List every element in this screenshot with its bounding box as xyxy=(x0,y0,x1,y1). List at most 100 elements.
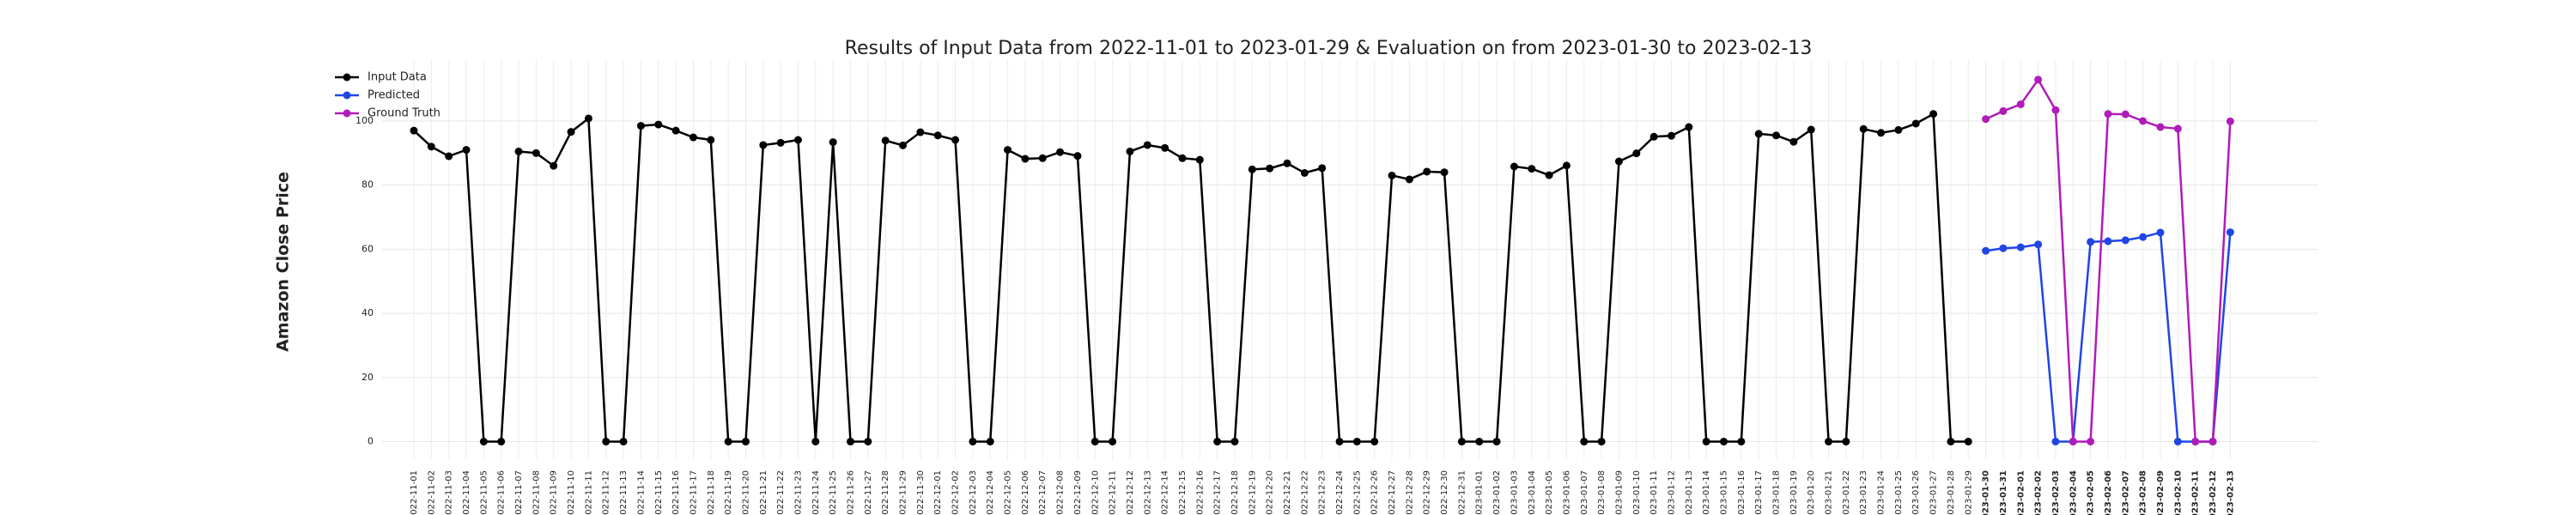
x-tick-label: 2023-01-20 xyxy=(1807,470,1816,515)
data-point xyxy=(1580,437,1589,445)
x-tick-label: 2022-11-25 xyxy=(829,470,838,515)
data-point xyxy=(689,133,697,142)
x-tick-label: 2022-12-26 xyxy=(1370,470,1380,515)
data-point xyxy=(1457,437,1466,445)
data-point xyxy=(1528,165,1536,173)
y-tick-label: 20 xyxy=(361,372,374,383)
data-point xyxy=(793,136,802,144)
data-point xyxy=(759,141,768,149)
legend-marker xyxy=(343,109,351,118)
data-point xyxy=(1807,125,1815,134)
data-point xyxy=(1126,147,1134,155)
x-tick-label: 2022-11-01 xyxy=(410,470,419,515)
x-tick-label: 2023-01-28 xyxy=(1947,470,1956,515)
x-tick-label: 2022-12-13 xyxy=(1143,470,1152,515)
data-point xyxy=(1982,115,1990,124)
x-tick-label: 2022-12-11 xyxy=(1109,470,1118,515)
y-tick-label: 100 xyxy=(355,115,374,126)
data-point xyxy=(1545,171,1553,179)
x-tick-label: 2022-11-17 xyxy=(689,470,698,515)
data-point xyxy=(1947,437,1955,445)
data-point xyxy=(1004,146,1012,154)
data-point xyxy=(671,126,680,135)
x-tick-label: 2022-12-09 xyxy=(1073,470,1083,515)
data-point xyxy=(1423,167,1431,176)
data-point xyxy=(1859,124,1868,133)
x-tick-label: 2023-01-11 xyxy=(1649,470,1659,515)
x-tick-label: 2022-12-21 xyxy=(1283,470,1292,515)
x-tick-label: 2023-01-24 xyxy=(1877,470,1886,515)
x-tick-label: 2023-02-13 xyxy=(2226,470,2235,515)
x-tick-label: 2022-11-03 xyxy=(445,470,454,515)
data-point xyxy=(1632,149,1641,158)
data-point xyxy=(1230,437,1239,445)
x-tick-label: 2022-11-14 xyxy=(636,470,646,515)
x-tick-label: 2023-02-10 xyxy=(2173,470,2183,515)
data-point xyxy=(2156,123,2165,131)
x-tick-label: 2022-11-26 xyxy=(847,470,856,515)
y-axis-label: Amazon Close Price xyxy=(274,172,293,352)
data-point xyxy=(881,136,890,145)
data-point xyxy=(1911,119,1920,128)
data-point xyxy=(933,131,942,140)
data-point xyxy=(1929,110,1938,118)
x-tick-label: 2022-11-23 xyxy=(793,470,803,515)
x-tick-label: 2022-12-16 xyxy=(1195,470,1205,515)
x-tick-label: 2022-11-28 xyxy=(881,470,890,515)
x-tick-label: 2022-12-18 xyxy=(1230,470,1240,515)
data-point xyxy=(1754,130,1763,138)
data-point xyxy=(1056,148,1065,156)
data-point xyxy=(2139,117,2148,125)
legend-marker xyxy=(343,73,351,82)
x-tick-label: 2023-01-27 xyxy=(1929,470,1939,515)
data-point xyxy=(2226,117,2234,125)
x-tick-label: 2022-12-08 xyxy=(1056,470,1066,515)
data-point xyxy=(2034,240,2043,249)
data-point xyxy=(1440,168,1449,177)
data-point xyxy=(916,128,925,136)
x-tick-label: 2023-02-05 xyxy=(2087,470,2096,515)
x-tick-label: 2023-02-04 xyxy=(2069,470,2078,515)
x-tick-label: 2023-02-09 xyxy=(2156,470,2166,515)
data-point xyxy=(514,147,523,155)
data-point xyxy=(1091,437,1099,445)
data-point xyxy=(1737,437,1746,445)
x-tick-label: 2022-11-10 xyxy=(567,470,576,515)
data-point xyxy=(2034,76,2043,84)
x-tick-label: 2023-02-11 xyxy=(2191,470,2201,515)
x-tick-label: 2022-11-19 xyxy=(724,470,733,515)
x-tick-label: 2022-11-12 xyxy=(602,470,611,515)
data-point xyxy=(497,437,506,445)
data-point xyxy=(1789,137,1798,146)
x-tick-label: 2022-11-27 xyxy=(864,470,873,515)
data-point xyxy=(1388,171,1396,179)
x-tick-label: 2022-12-17 xyxy=(1213,470,1223,515)
x-tick-label: 2023-01-25 xyxy=(1894,470,1904,515)
x-tick-label: 2022-12-14 xyxy=(1161,470,1170,515)
data-point xyxy=(2051,437,2060,445)
data-point xyxy=(829,138,837,147)
legend-label: Input Data xyxy=(368,71,427,84)
data-point xyxy=(2173,437,2182,445)
y-tick-label: 0 xyxy=(368,435,374,446)
x-tick-label: 2023-01-15 xyxy=(1720,470,1729,515)
data-point xyxy=(567,128,575,136)
x-tick-label: 2022-11-30 xyxy=(916,470,926,515)
data-point xyxy=(1982,246,1990,255)
data-point xyxy=(445,152,453,161)
x-tick-label: 2023-01-09 xyxy=(1614,470,1624,515)
data-point xyxy=(2191,437,2200,445)
x-tick-label: 2022-11-29 xyxy=(899,470,908,515)
x-tick-label: 2023-01-08 xyxy=(1597,470,1607,515)
data-point xyxy=(1213,437,1222,445)
data-point xyxy=(969,437,977,445)
data-point xyxy=(636,122,645,130)
data-point xyxy=(1842,437,1850,445)
x-tick-label: 2023-01-07 xyxy=(1580,470,1589,515)
x-tick-label: 2022-12-31 xyxy=(1457,470,1467,515)
data-point xyxy=(1143,141,1151,149)
data-point xyxy=(1825,437,1833,445)
data-point xyxy=(847,437,854,445)
x-tick-label: 2022-12-27 xyxy=(1388,470,1397,515)
x-tick-label: 2023-01-17 xyxy=(1754,470,1764,515)
